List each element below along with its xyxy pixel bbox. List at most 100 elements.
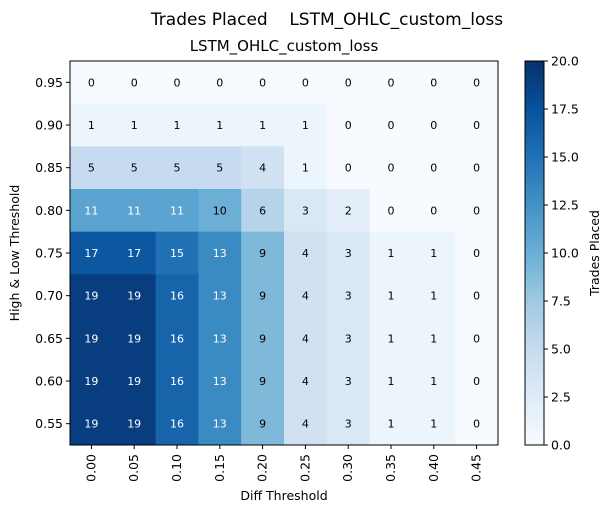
cell-value-label: 0	[259, 76, 266, 89]
heatmap-cell	[412, 61, 456, 105]
colorbar-tick-label: 20.0	[551, 54, 579, 69]
cell-value-label: 3	[345, 332, 352, 345]
heatmap-cell	[155, 146, 199, 190]
heatmap-cell	[455, 231, 499, 275]
colorbar-tick-label: 12.5	[551, 198, 579, 213]
heatmap-cell	[241, 274, 285, 318]
colorbar-tick-label: 2.5	[551, 390, 571, 405]
heatmap-cell	[326, 359, 371, 403]
heatmap-cell	[284, 146, 328, 190]
chart-title: LSTM_OHLC_custom_loss	[190, 37, 379, 56]
y-tick-label: 0.65	[35, 331, 63, 346]
heatmap-cell	[198, 231, 242, 275]
heatmap-cell	[455, 274, 499, 318]
heatmap-cell	[369, 359, 413, 403]
heatmap-cell	[369, 274, 413, 318]
heatmap-cell	[284, 402, 328, 446]
cell-value-label: 17	[127, 247, 141, 260]
cell-value-label: 13	[213, 375, 227, 388]
cell-value-label: 3	[345, 418, 352, 431]
cell-value-label: 1	[388, 332, 395, 345]
x-tick-label: 0.25	[297, 454, 312, 482]
cell-value-label: 13	[213, 290, 227, 303]
cell-value-label: 19	[84, 418, 98, 431]
cell-value-label: 0	[131, 76, 138, 89]
heatmap-cell	[412, 274, 456, 318]
x-tick-label: 0.45	[469, 454, 484, 482]
heatmap-cell	[284, 61, 328, 105]
heatmap-cell	[369, 231, 413, 275]
y-tick-label: 0.85	[35, 160, 63, 175]
cell-value-label: 4	[302, 290, 309, 303]
heatmap-cell	[155, 61, 199, 105]
cell-value-label: 9	[259, 247, 266, 260]
heatmap-cell	[326, 189, 371, 233]
cell-value-label: 10	[213, 204, 227, 217]
cell-value-label: 17	[84, 247, 98, 260]
heatmap-cell	[326, 274, 371, 318]
x-tick-label: 0.00	[83, 454, 98, 482]
cell-value-label: 1	[388, 418, 395, 431]
cell-value-label: 1	[88, 119, 95, 132]
y-tick-label: 0.70	[35, 288, 63, 303]
cell-value-label: 1	[388, 247, 395, 260]
cell-value-label: 0	[473, 204, 480, 217]
cell-value-label: 1	[430, 332, 437, 345]
cell-value-label: 1	[216, 119, 223, 132]
heatmap-cell	[284, 359, 328, 403]
y-axis-ticks: 0.95 0.90 0.85 0.80 0.75 0.70 0.65 0.60 0.55	[35, 75, 70, 431]
x-tick-label: 0.20	[255, 454, 270, 482]
heatmap-cell	[241, 359, 285, 403]
cell-value-label: 0	[302, 76, 309, 89]
heatmap-cell	[70, 61, 114, 105]
heatmap-cell	[284, 317, 328, 361]
cell-value-label: 3	[345, 290, 352, 303]
heatmap-cell	[326, 317, 371, 361]
figure-suptitle: Trades Placed LSTM_OHLC_custom_loss	[150, 10, 503, 30]
cell-value-label: 0	[388, 162, 395, 175]
cell-value-label: 0	[473, 76, 480, 89]
heatmap-cell	[112, 359, 157, 403]
heatmap-cell	[455, 146, 499, 190]
cell-value-label: 1	[430, 375, 437, 388]
x-tick-label: 0.05	[126, 454, 141, 482]
heatmap-cell	[198, 317, 242, 361]
cell-value-label: 19	[84, 375, 98, 388]
cell-value-label: 1	[430, 247, 437, 260]
y-tick-label: 0.55	[35, 416, 63, 431]
heatmap-cell	[369, 61, 413, 105]
cell-value-label: 5	[88, 162, 95, 175]
cell-value-label: 9	[259, 290, 266, 303]
cell-value-label: 19	[84, 290, 98, 303]
heatmap-cell	[455, 61, 499, 105]
cell-value-label: 1	[430, 418, 437, 431]
heatmap-cell	[241, 231, 285, 275]
colorbar-tick-label: 10.0	[551, 246, 579, 261]
heatmap-cell	[198, 146, 242, 190]
cell-value-label: 1	[388, 375, 395, 388]
cell-value-label: 0	[345, 162, 352, 175]
heatmap-cell	[112, 189, 157, 233]
heatmap-cell	[412, 103, 456, 147]
heatmap-cell	[241, 317, 285, 361]
heatmap-cell	[198, 103, 242, 147]
heatmap-cell	[70, 146, 114, 190]
cell-value-label: 2	[345, 204, 352, 217]
cell-value-label: 1	[388, 290, 395, 303]
cell-value-label: 19	[127, 332, 141, 345]
heatmap-cell	[241, 146, 285, 190]
heatmap-cell	[412, 146, 456, 190]
cell-value-label: 0	[345, 76, 352, 89]
heatmap-cell	[112, 274, 157, 318]
cell-value-label: 13	[213, 418, 227, 431]
x-tick-label: 0.10	[169, 454, 184, 482]
cell-value-label: 0	[473, 375, 480, 388]
heatmap-cell	[241, 103, 285, 147]
heatmap-cell	[412, 231, 456, 275]
cell-value-label: 4	[302, 375, 309, 388]
heatmap-cell	[455, 317, 499, 361]
cell-value-label: 15	[170, 247, 184, 260]
cell-value-label: 3	[302, 204, 309, 217]
heatmap-cell	[112, 402, 157, 446]
heatmap-cell	[70, 402, 114, 446]
